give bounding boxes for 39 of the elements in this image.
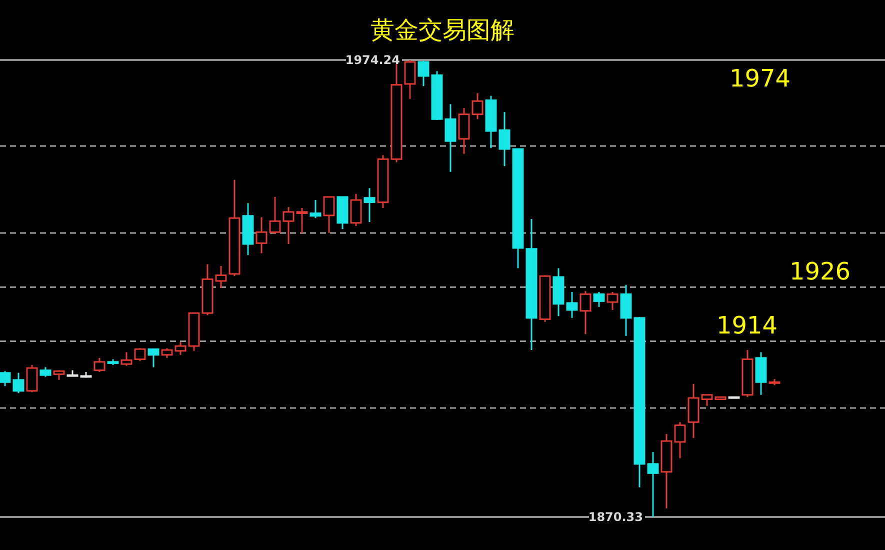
candlestick	[53, 369, 65, 381]
candlestick	[404, 59, 416, 100]
chart-title: 黄金交易图解	[370, 16, 514, 44]
candlestick	[566, 291, 578, 319]
candlestick	[269, 196, 281, 235]
candlestick	[0, 370, 11, 387]
candlestick	[647, 451, 659, 518]
candlestick	[620, 284, 632, 337]
candlestick	[472, 92, 484, 120]
ref-line-label: 1870.33	[588, 510, 643, 524]
candlestick	[674, 421, 686, 459]
candlestick	[296, 207, 308, 234]
candlestick	[256, 216, 268, 254]
candlestick	[12, 372, 24, 394]
candlestick	[606, 291, 618, 311]
ref-line-label: 1974.24	[345, 53, 400, 68]
candlestick	[310, 199, 322, 219]
annotation: 1914	[716, 311, 778, 340]
text: 1926	[789, 257, 851, 286]
candlestick	[444, 103, 456, 173]
candlestick	[120, 351, 132, 367]
annotation: 1974	[729, 64, 791, 92]
candlestick	[94, 357, 106, 373]
candlestick	[26, 364, 38, 393]
candlestick	[593, 291, 605, 308]
candlestick	[498, 111, 510, 167]
candlestick	[134, 347, 146, 362]
candlestick	[364, 187, 376, 223]
candlestick	[323, 196, 335, 234]
candlestick	[148, 348, 160, 368]
candlestick	[350, 193, 362, 227]
candlestick	[40, 366, 52, 378]
candlestick	[282, 206, 294, 245]
candlestick	[215, 265, 227, 289]
candlestick	[580, 290, 592, 335]
candlestick	[174, 341, 186, 356]
candlestick	[701, 394, 713, 407]
candlestick	[418, 60, 430, 87]
candlestick	[161, 347, 173, 359]
